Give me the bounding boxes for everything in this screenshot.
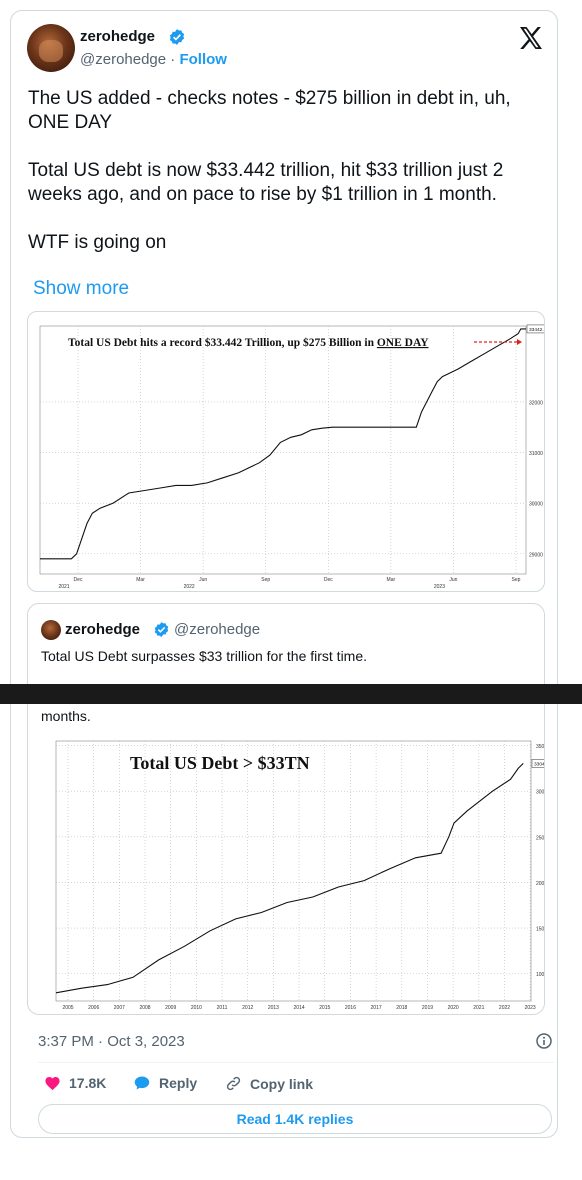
y-tick-label: 30000 (536, 790, 545, 796)
x-tick-label: Dec (324, 577, 333, 583)
x-tick-label: Jun (449, 577, 457, 583)
last-value-label: 33044.86 (534, 761, 545, 767)
x-tick-label: 2015 (319, 1005, 330, 1011)
series-line (40, 328, 526, 560)
x-tick-label: 2020 (448, 1005, 459, 1011)
x-tick-label: Dec (74, 577, 83, 583)
timestamp[interactable]: 3:37 PM · Oct 3, 2023 (38, 1033, 185, 1050)
y-tick-label: 20000 (536, 881, 545, 887)
x-tick-label: 2022 (499, 1005, 510, 1011)
verified-badge-icon (154, 622, 169, 637)
last-value-box (531, 759, 544, 768)
info-icon[interactable] (536, 1033, 552, 1049)
x-tick-year: 2022 (184, 584, 195, 590)
x-tick-label: 2021 (473, 1005, 484, 1011)
x-tick-label: 2013 (268, 1005, 279, 1011)
debt-chart-one-day[interactable]: 29000 30000 31000 32000 Dec 2021 Mar Jun 2022 Sep… (27, 311, 545, 592)
chart-title-emphasis: ONE DAY (377, 337, 429, 349)
quote-avatar (41, 620, 61, 640)
x-tick-label: 2007 (114, 1005, 125, 1011)
x-tick-label: Sep (261, 577, 270, 583)
plot-area (39, 325, 527, 575)
x-logo-icon[interactable] (519, 27, 543, 49)
annotation-arrowhead (517, 339, 522, 345)
chart-svg: 10000 15000 20000 25000 30000 35000 2005 2006 20… (55, 740, 545, 1011)
x-tick-year: 2023 (434, 584, 445, 590)
tweet-card: zerohedge @zerohedge · Follow The US add… (10, 10, 558, 1138)
y-tick-label: 35000 (536, 744, 545, 750)
author-name[interactable]: zerohedge (80, 28, 156, 45)
x-tick-label: 2023 (525, 1005, 536, 1011)
chart-title: Total US Debt hits a record $33.442 Tril… (68, 336, 429, 349)
chart-svg: 29000 30000 31000 32000 Dec 2021 Mar Jun 2022 Sep… (39, 324, 544, 590)
y-tick-label: 31000 (529, 451, 543, 457)
x-tick-label: 2012 (242, 1005, 253, 1011)
x-tick-label: Jun (199, 577, 207, 583)
x-tick-label: Sep (512, 577, 521, 583)
x-tick-year: 2021 (58, 584, 69, 590)
debt-chart-33tn: 10000 15000 20000 25000 30000 35000 2005 2006 20… (44, 731, 545, 1014)
like-button[interactable]: 17.8K (44, 1075, 106, 1091)
chart-title: Total US Debt > $33TN (130, 753, 310, 773)
show-more-link[interactable]: Show more (33, 278, 130, 299)
author-handle[interactable]: @zerohedge (80, 51, 167, 68)
handle-separator: · (170, 51, 176, 68)
chart-title-text: Total US Debt hits a record $33.442 Tril… (68, 336, 377, 349)
y-tick-label: 15000 (536, 927, 545, 933)
x-tick-label: 2011 (217, 1005, 228, 1011)
reply-bubble-icon (134, 1076, 150, 1090)
x-tick-label: 2016 (345, 1005, 356, 1011)
action-bar: 17.8K Reply Copy link (38, 1075, 554, 1095)
follow-button[interactable]: Follow (179, 51, 227, 68)
y-tick-label: 25000 (536, 835, 545, 841)
screenshot-seam-bar (0, 684, 582, 704)
x-tick-label: 2009 (165, 1005, 176, 1011)
x-tick-label: 2008 (139, 1005, 150, 1011)
series-line (55, 763, 524, 994)
reply-button[interactable]: Reply (133, 1075, 197, 1091)
x-tick-label: 2005 (62, 1005, 73, 1011)
x-tick-label: 2006 (88, 1005, 99, 1011)
divider (38, 1062, 554, 1063)
verified-badge-icon (169, 29, 185, 45)
x-tick-label: 2017 (371, 1005, 382, 1011)
quote-author-name: zerohedge (65, 621, 141, 638)
handle-row: @zerohedge · Follow (80, 51, 227, 68)
x-tick-label: Mar (387, 577, 396, 583)
y-tick-label: 30000 (529, 502, 543, 508)
quote-author-handle: @zerohedge (174, 621, 261, 638)
quote-text: Total US Debt surpasses $33 trillion for… (41, 648, 368, 664)
y-tick-label: 29000 (529, 552, 543, 558)
x-tick-label: 2014 (294, 1005, 305, 1011)
copy-link-label: Copy link (250, 1075, 314, 1092)
y-tick-label: 32000 (529, 400, 543, 406)
last-value-label: 33442.15 (529, 327, 544, 333)
avatar[interactable] (27, 24, 75, 72)
x-tick-label: 2019 (422, 1005, 433, 1011)
tweet-text: The US added - checks notes - $275 billi… (28, 88, 511, 253)
read-replies-button[interactable]: Read 1.4K replies (38, 1104, 552, 1134)
last-value-box (526, 324, 544, 334)
x-tick-label: 2018 (396, 1005, 407, 1011)
x-tick-label: 2010 (191, 1005, 202, 1011)
y-tick-label: 10000 (536, 972, 545, 978)
quote-text-tail: months. (41, 708, 91, 724)
reply-label: Reply (159, 1075, 198, 1091)
plot-area (55, 740, 532, 1002)
x-tick-label: Mar (136, 577, 145, 583)
link-icon (226, 1076, 241, 1091)
like-count: 17.8K (69, 1075, 107, 1091)
copy-link-button[interactable]: Copy link (225, 1075, 313, 1092)
heart-icon (45, 1077, 60, 1091)
quoted-tweet[interactable]: zerohedge @zerohedge Total US Debt surpa… (27, 603, 545, 1015)
